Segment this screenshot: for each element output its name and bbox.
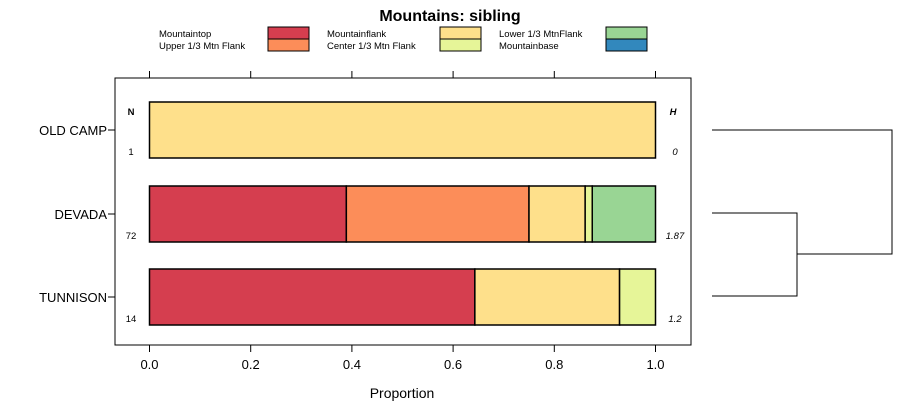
x-tick-label: 0.2 <box>242 357 260 372</box>
y-axis: OLD CAMP DEVADA TUNNISON <box>39 123 115 305</box>
legend-swatch-center-1-3-mtn-flank <box>439 38 482 52</box>
h-value-old-camp: 0 <box>672 147 678 158</box>
bar-tunnison-mountaintop <box>148 268 476 326</box>
category-label-tunnison: TUNNISON <box>39 290 107 305</box>
category-label-devada: DEVADA <box>55 207 108 222</box>
n-value-devada: 72 <box>126 231 137 242</box>
plot-panel <box>114 77 692 346</box>
n-header: N <box>128 107 135 118</box>
x-tick-label: 1.0 <box>646 357 664 372</box>
legend-swatch-mountainflank <box>439 26 482 40</box>
bar-tunnison-mountainflank <box>474 268 621 326</box>
legend-label-mountainbase: Mountainbase <box>499 41 559 52</box>
legend-label-lower-1-3-mtnflank: Lower 1/3 MtnFlank <box>499 29 583 40</box>
x-tick-label: 0.8 <box>545 357 563 372</box>
x-axis: 0.0 0.2 0.4 0.6 0.8 1.0 <box>140 71 665 372</box>
bar-devada-center-1-3-mtn-flank <box>584 185 594 243</box>
bar-devada-lower-1-3-mtnflank <box>591 185 657 243</box>
x-axis-label: Proportion <box>370 385 435 401</box>
h-header: H <box>670 107 678 118</box>
bar-devada-upper-1-3-mtn-flank <box>345 185 530 243</box>
n-value-old-camp: 1 <box>128 147 133 158</box>
bar-devada-mountaintop <box>148 185 348 243</box>
legend-swatch-lower-1-3-mtnflank <box>605 26 648 40</box>
chart-title: Mountains: sibling <box>379 8 520 25</box>
x-tick-label: 0.6 <box>444 357 462 372</box>
n-h-annotations: N H 1 0 72 1.87 14 1.2 <box>126 107 685 325</box>
x-tick-label: 0.0 <box>140 357 158 372</box>
dendrogram-branch-root <box>712 129 893 255</box>
h-value-tunnison: 1.2 <box>668 314 682 325</box>
dendrogram-branch-devada-tunnison <box>712 212 798 297</box>
bars <box>148 101 657 326</box>
legend-swatch-mountaintop <box>267 26 310 40</box>
bar-tunnison-center-1-3-mtn-flank <box>618 268 657 326</box>
x-tick-label: 0.4 <box>343 357 361 372</box>
legend-swatch-mountainbase <box>605 38 648 52</box>
legend-label-upper-1-3-mtn-flank: Upper 1/3 Mtn Flank <box>159 41 245 52</box>
legend-swatch-upper-1-3-mtn-flank <box>267 38 310 52</box>
h-value-devada: 1.87 <box>666 231 685 242</box>
category-label-old-camp: OLD CAMP <box>39 123 107 138</box>
dendrogram <box>712 129 893 297</box>
n-value-tunnison: 14 <box>126 314 137 325</box>
legend-label-mountaintop: Mountaintop <box>159 29 211 40</box>
legend-label-mountainflank: Mountainflank <box>327 29 386 40</box>
legend-label-center-1-3-mtn-flank: Center 1/3 Mtn Flank <box>327 41 416 52</box>
bar-old-camp-mountainflank <box>148 101 657 159</box>
bar-devada-mountainflank <box>528 185 586 243</box>
